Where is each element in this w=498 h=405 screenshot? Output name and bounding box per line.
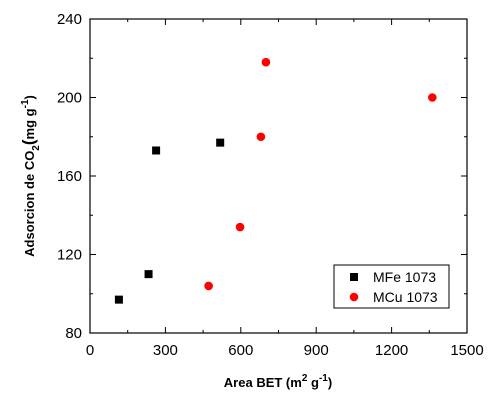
x-axis-title: Area BET (m2 g-1) — [224, 373, 332, 390]
legend-label: MFe 1073 — [373, 269, 436, 285]
mfe-data-point — [144, 270, 153, 279]
x-tick-label: 1500 — [450, 342, 483, 359]
mcu-data-point — [204, 281, 213, 291]
x-tick-label: 600 — [228, 342, 253, 359]
y-tick-label: 120 — [57, 247, 82, 264]
legend-label: MCu 1073 — [373, 289, 438, 305]
legend-marker — [350, 273, 358, 281]
y-axis-title-unit: mg g — [22, 108, 37, 139]
y-tick-label: 80 — [65, 325, 82, 342]
ticks-layer: 0 300 600 900 1200 1500 80 120 160 200 240 — [57, 11, 484, 359]
y-axis-title-main: Adsorcion de CO — [22, 151, 37, 257]
mcu-data-point — [235, 222, 245, 232]
y-axis-title-sup: -1 — [20, 99, 31, 108]
x-axis-title-sup2: -1 — [319, 373, 328, 384]
y-tick-label: 200 — [57, 90, 82, 107]
y-axis-title-paren: ( — [19, 139, 38, 145]
legend: MFe 1073 MCu 1073 — [333, 264, 450, 309]
legend-marker — [349, 292, 359, 302]
mfe-data-point — [114, 295, 123, 304]
mcu-data-point — [256, 132, 266, 142]
points-layer — [114, 57, 437, 304]
x-tick-label: 1200 — [375, 342, 408, 359]
x-axis-title-main: Area BET (m — [224, 375, 302, 390]
x-tick-label: 900 — [304, 342, 329, 359]
mcu-data-point — [428, 93, 437, 102]
y-axis-title-sub: 2 — [31, 145, 42, 151]
x-tick-label: 300 — [153, 342, 178, 359]
x-tick-label: 0 — [86, 342, 94, 359]
x-axis-title-end: ) — [328, 375, 332, 390]
x-axis-title-sup: 2 — [302, 373, 308, 384]
y-tick-label: 240 — [57, 11, 82, 28]
mfe-data-point — [216, 138, 225, 147]
y-axis-title: Adsorcion de CO2(mg g-1) — [19, 95, 42, 257]
x-axis-title-mid: g — [307, 375, 319, 390]
mfe-data-point — [152, 146, 161, 155]
y-axis-title-end: ) — [22, 95, 37, 99]
mcu-data-point — [261, 57, 271, 67]
y-tick-label: 160 — [57, 168, 82, 185]
